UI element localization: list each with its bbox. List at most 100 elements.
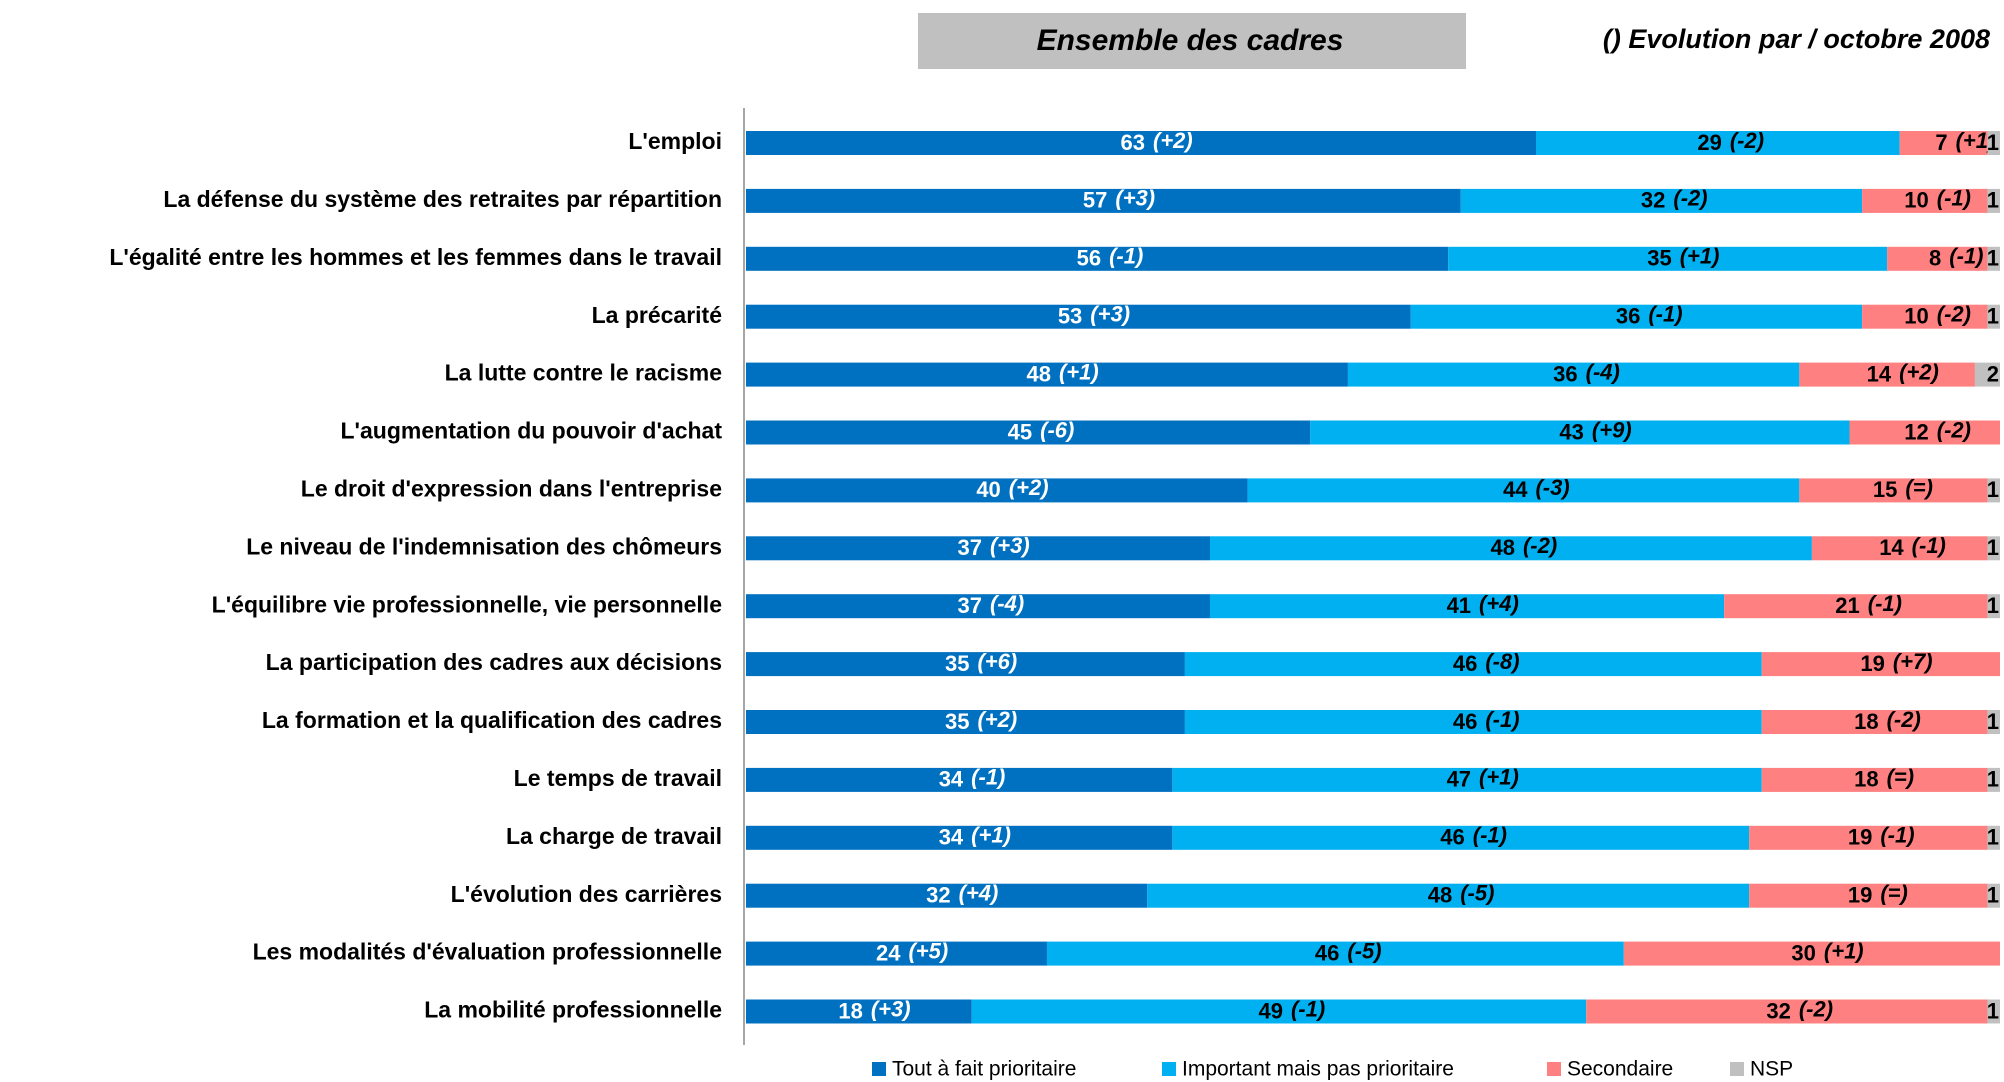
value-label: 1 <box>1987 304 1999 329</box>
legend-swatch <box>1547 1062 1561 1076</box>
change-label: (-5) <box>1347 938 1381 963</box>
change-label: (-1) <box>1949 244 1983 269</box>
value-label: 46 <box>1453 709 1477 734</box>
category-label: L'équilibre vie professionnelle, vie per… <box>212 591 722 617</box>
change-label: (=) <box>1905 475 1933 500</box>
bar-segment <box>1987 536 2000 561</box>
bar-segment <box>1172 825 1750 850</box>
value-label: 19 <box>1848 825 1872 850</box>
bar-segment <box>746 825 1173 850</box>
bar-segment <box>746 131 1537 155</box>
change-label: (-3) <box>1535 475 1569 500</box>
value-label: 47 <box>1447 767 1471 792</box>
legend-swatch <box>1162 1062 1176 1076</box>
change-label: (+2) <box>1899 359 1939 384</box>
change-label: (-8) <box>1485 649 1519 674</box>
bar-segment <box>746 188 1461 213</box>
bar-segment <box>1460 188 1863 213</box>
value-label: 30 <box>1791 940 1815 965</box>
bar-segment <box>1310 420 1850 445</box>
value-label: 40 <box>976 477 1000 502</box>
bar-segment <box>1749 825 1988 850</box>
bar-segment <box>1849 420 2000 445</box>
bar-segment <box>1761 767 1988 792</box>
change-label: (+3) <box>1115 186 1155 211</box>
bar-segment <box>1448 246 1888 271</box>
value-label: 46 <box>1453 651 1477 676</box>
value-label: 1 <box>1987 593 1999 618</box>
bar-segment <box>1987 131 2000 155</box>
value-label: 1 <box>1987 130 1999 155</box>
change-label: (+2) <box>977 707 1017 732</box>
value-label: 37 <box>958 535 982 560</box>
change-label: (+1) <box>1479 765 1519 790</box>
bar-segment <box>1536 131 1900 155</box>
value-label: 1 <box>1987 188 1999 213</box>
change-label: (=) <box>1887 765 1915 790</box>
value-label: 56 <box>1077 246 1101 271</box>
value-label: 1 <box>1987 535 1999 560</box>
bar-segment <box>1987 478 2000 503</box>
category-label: L'évolution des carrières <box>451 881 722 907</box>
value-label: 48 <box>1490 535 1514 560</box>
value-label: 37 <box>958 593 982 618</box>
bar-segment <box>1761 710 1988 734</box>
change-label: (+1) <box>971 823 1011 848</box>
change-label: (-1) <box>1473 823 1507 848</box>
bar-segment <box>1184 652 1762 677</box>
change-label: (-1) <box>1912 533 1946 558</box>
value-label: 45 <box>1008 419 1032 444</box>
category-label: La précarité <box>592 302 722 328</box>
bar-segment <box>1761 652 2000 677</box>
change-label: (-1) <box>1109 244 1143 269</box>
bar-segment <box>1799 478 1988 503</box>
bar-segment <box>1147 883 1750 908</box>
change-label: (-2) <box>1937 302 1971 327</box>
bar-segment <box>1209 536 1812 561</box>
legend-swatch <box>1730 1062 1744 1076</box>
bar-segment <box>746 767 1173 792</box>
value-label: 1 <box>1987 998 1999 1023</box>
category-label: L'emploi <box>628 128 722 154</box>
category-label: La lutte contre le racisme <box>445 360 722 386</box>
value-label: 19 <box>1848 883 1872 908</box>
change-label: (-4) <box>990 591 1024 616</box>
chart-subtitle: () Evolution par / octobre 2008 <box>1603 24 1990 54</box>
category-label: La mobilité professionnelle <box>424 997 722 1023</box>
value-label: 10 <box>1904 188 1928 213</box>
value-label: 48 <box>1428 883 1452 908</box>
category-label: L'égalité entre les hommes et les femmes… <box>109 244 722 270</box>
legend-label: Secondaire <box>1567 1058 1673 1081</box>
value-label: 35 <box>945 651 969 676</box>
change-label: (-1) <box>1880 823 1914 848</box>
bar-segment <box>1987 883 2000 908</box>
change-label: (+7) <box>1893 649 1933 674</box>
bar-segment <box>1987 999 2000 1024</box>
value-label: 1 <box>1987 709 1999 734</box>
legend-label: Important mais pas prioritaire <box>1182 1058 1454 1081</box>
change-label: (+4) <box>1479 591 1519 616</box>
legend-label: NSP <box>1750 1058 1793 1081</box>
category-label: La participation des cadres aux décision… <box>266 649 722 675</box>
bar-segment <box>1046 941 1624 966</box>
bar-segment <box>746 536 1210 561</box>
bar-segment <box>746 941 1047 966</box>
change-label: (+3) <box>1090 302 1130 327</box>
bar-segment <box>1862 188 1988 213</box>
change-label: (-2) <box>1673 186 1707 211</box>
bar-segment <box>1172 767 1762 792</box>
category-label: L'augmentation du pouvoir d'achat <box>341 418 723 444</box>
value-label: 1 <box>1987 883 1999 908</box>
value-label: 46 <box>1315 940 1339 965</box>
value-label: 35 <box>1647 246 1671 271</box>
legend-label: Tout à fait prioritaire <box>892 1058 1076 1081</box>
change-label: (-1) <box>971 765 1005 790</box>
bar-segment <box>1184 710 1762 734</box>
value-label: 24 <box>876 940 901 965</box>
value-label: 1 <box>1987 477 1999 502</box>
value-label: 63 <box>1121 130 1145 155</box>
value-label: 18 <box>838 998 862 1023</box>
category-label: Le droit d'expression dans l'entreprise <box>301 475 722 501</box>
change-label: (-1) <box>1868 591 1902 616</box>
bar-segment <box>1247 478 1800 503</box>
